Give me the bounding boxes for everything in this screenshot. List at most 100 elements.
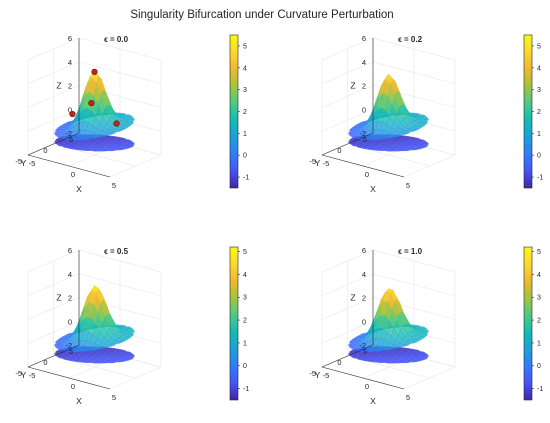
z-axis-label: Z — [350, 293, 355, 303]
z-axis-label: Z — [56, 293, 61, 303]
colorbar-tick-label: 2 — [243, 318, 247, 325]
z-tick-label: 0 — [68, 317, 72, 326]
surface-upper-cell — [393, 134, 402, 138]
axes — [27, 250, 111, 390]
x-tick-label: 5 — [112, 393, 116, 402]
x-tick-label: 5 — [112, 181, 116, 190]
z-tick-label: 0 — [68, 105, 72, 114]
colorbar-tick-label: 0 — [243, 363, 247, 370]
surface-upper-cell — [400, 344, 409, 348]
surface-lower-cell — [394, 361, 402, 364]
singularity-marker — [69, 110, 76, 118]
subplot-title: ϵ = 0.2 — [398, 35, 423, 44]
x-axis-line — [321, 366, 405, 390]
surface-lower-cell — [401, 149, 409, 152]
y-tick-label: 0 — [337, 358, 341, 367]
colorbar-tick-label: 4 — [537, 272, 541, 279]
y-tick-label: -5 — [309, 157, 316, 166]
y-tick-label: 5 — [363, 347, 367, 356]
x-tick-label: 0 — [71, 382, 75, 391]
y-tick-label: 0 — [43, 146, 47, 155]
colorbar — [524, 247, 532, 400]
surface-lower-cell — [401, 361, 409, 364]
colorbar-tick-label: -1 — [243, 175, 249, 182]
z-tick-label: -2 — [359, 341, 366, 350]
z-tick-label: -2 — [359, 129, 366, 138]
x-tick-label: -5 — [323, 371, 330, 380]
subplot-3: -2 0 2 4 6 -5 0 5 -5 0 5 Z X Yϵ = 0.5 5 4 3 2 1 0 -1 — [15, 246, 249, 406]
surface-lower-cell — [107, 361, 115, 364]
y-axis-label: Y — [315, 370, 321, 380]
colorbar-tick-label: 0 — [537, 153, 541, 160]
y-axis-line — [321, 344, 374, 368]
axes — [27, 38, 111, 178]
y-tick-label: 5 — [363, 135, 367, 144]
colorbar-tick-label: 5 — [243, 43, 247, 50]
surface-upper-cell — [410, 341, 418, 344]
surface-lower-cell — [107, 149, 115, 152]
subplot-1: -2 0 2 4 6 -5 0 5 -5 0 5 Z X Yϵ = 0.0 5 4 3 2 1 0 -1 — [15, 34, 249, 194]
colorbar-tick-label: 1 — [243, 131, 247, 138]
colorbar-tick-label: 1 — [243, 340, 247, 347]
colorbar-tick-label: 5 — [537, 249, 541, 256]
colorbar-tick-label: 5 — [537, 43, 541, 50]
colorbar — [230, 247, 238, 400]
z-tick-label: -2 — [65, 341, 72, 350]
singularity-marker — [113, 120, 120, 127]
surface-upper-cell — [393, 345, 403, 349]
z-tick-label: 4 — [362, 58, 366, 67]
x-tick-label: 5 — [406, 181, 410, 190]
y-tick-label: -5 — [15, 157, 22, 166]
colorbar-tick-label: 0 — [243, 153, 247, 160]
axes — [321, 38, 405, 178]
surface-upper-cell — [116, 129, 124, 133]
subplot-2: -2 0 2 4 6 -5 0 5 -5 0 5 Z X Yϵ = 0.2 5 4 3 2 1 0 -1 — [309, 34, 543, 194]
z-tick-label: 2 — [362, 294, 366, 303]
surface-lower-cell — [100, 149, 108, 152]
surface — [347, 288, 430, 364]
z-tick-label: 6 — [362, 34, 366, 43]
subplot-title: ϵ = 0.0 — [104, 35, 129, 44]
y-tick-label: 5 — [69, 135, 73, 144]
surface-upper-cell — [100, 134, 108, 137]
y-axis-line — [321, 132, 374, 156]
z-axis-label: Z — [350, 81, 355, 91]
x-axis-label: X — [370, 184, 376, 194]
y-tick-label: -5 — [15, 369, 22, 378]
z-tick-label: 6 — [362, 246, 366, 255]
z-tick-label: 2 — [68, 294, 72, 303]
subplot-title: ϵ = 0.5 — [104, 247, 129, 256]
z-tick-label: -2 — [65, 129, 72, 138]
y-axis-line — [27, 344, 80, 368]
x-axis-label: X — [370, 396, 376, 406]
x-tick-label: 0 — [365, 170, 369, 179]
colorbar-tick-label: 2 — [537, 109, 541, 116]
y-axis-label: Y — [21, 370, 27, 380]
x-tick-label: -5 — [323, 159, 330, 168]
surface-lower-cell — [116, 148, 124, 151]
surface-upper-cell — [99, 346, 108, 349]
axes — [321, 250, 405, 390]
y-tick-label: 5 — [69, 347, 73, 356]
colorbar-tick-label: -1 — [243, 386, 249, 393]
colorbar-frame — [229, 246, 239, 401]
surface-upper-cell — [106, 344, 115, 348]
colorbar-tick-label: -1 — [537, 386, 543, 393]
surface-lower-cell — [410, 360, 418, 363]
colorbar-tick-label: 2 — [537, 318, 541, 325]
x-tick-label: 5 — [406, 393, 410, 402]
colorbar-tick-label: 3 — [243, 295, 247, 302]
colorbar-tick-label: 2 — [243, 109, 247, 116]
surface-lower-cell — [116, 360, 124, 363]
colorbar-tick-label: 1 — [537, 340, 541, 347]
singularity-marker — [88, 99, 95, 107]
z-tick-label: 0 — [362, 317, 366, 326]
surface — [53, 284, 136, 364]
x-axis-label: X — [76, 184, 82, 194]
y-axis-label: Y — [315, 158, 321, 168]
subplot-title: ϵ = 1.0 — [398, 247, 423, 256]
colorbar-tick-label: 4 — [243, 65, 247, 72]
z-tick-label: 4 — [68, 58, 72, 67]
surface-lower-cell — [410, 148, 418, 151]
